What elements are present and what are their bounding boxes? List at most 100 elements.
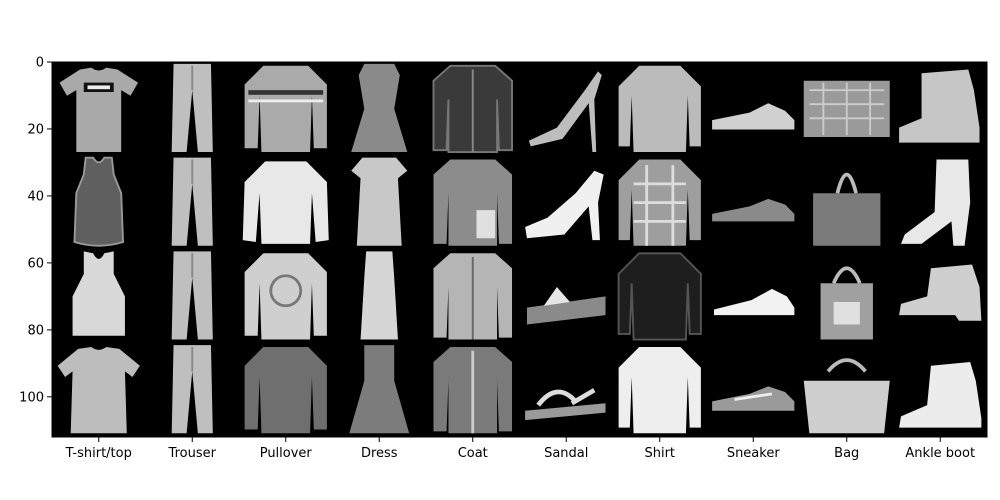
dress-body [351,157,408,246]
coat-body [433,159,513,246]
sneaker-stripe [734,392,773,401]
x-tick-label: Ankle boot [905,446,975,461]
image-tile [433,347,513,434]
image-tile [526,287,606,325]
image-tile [618,347,701,434]
shirt-body [617,252,702,341]
boot-shape [899,69,980,143]
image-tile [433,253,513,340]
image-tile [171,157,213,246]
image-tile [618,159,701,246]
pullover-body [242,161,329,244]
x-tick-label: Trouser [168,446,217,461]
y-tick-label: 20 [27,122,44,137]
image-tile [72,251,125,336]
x-tick-label: Coat [458,446,488,461]
x-tick-label: Sneaker [727,446,781,461]
image-tile [244,253,327,340]
bag-shape [813,193,881,246]
y-tick-label: 0 [36,56,44,71]
image-tile [900,159,971,246]
pullover-body [244,65,327,153]
sandal-strap [543,287,570,306]
pullover-stripe [248,99,324,103]
trouser-legs [171,251,213,340]
bag-handle [835,172,858,194]
image-tile [803,80,890,138]
image-tile [525,388,606,421]
image-tile [525,170,604,241]
x-tick-label: Dress [361,446,398,461]
pullover-body [244,347,327,434]
sandal-shape [525,170,604,241]
bag-print [833,302,860,325]
shirt-body [618,347,701,434]
image-tile [813,172,881,246]
image-tile [171,251,213,340]
bag-handle [831,266,862,285]
image-tile [899,362,982,428]
image-tile [351,157,408,246]
image-tile [360,251,398,340]
tshirt-print-text [87,85,110,90]
image-tile [712,386,795,411]
tank-body [72,251,125,336]
coat-panel [476,210,496,239]
y-tick-label: 40 [27,189,44,204]
y-tick-label: 80 [27,323,44,338]
image-tile [617,252,702,341]
tank-body [73,156,125,247]
sandal-sole [525,403,606,421]
image-tile [242,161,329,244]
x-axis: T-shirt/top Trouser Pullover Dress Coat Sanda… [65,437,975,461]
plot-area [51,61,988,438]
sandal-sole [526,296,606,325]
y-tick-label: 60 [27,256,44,271]
pullover-print [269,274,303,308]
trouser-legs [171,157,213,246]
image-tile [528,71,602,153]
image-tile [171,63,213,153]
x-tick-label: Shirt [644,446,675,461]
image-tile [712,103,795,130]
sandal-strap [536,388,596,407]
image-tile [171,345,213,434]
image-tile [432,64,513,153]
tshirt-body [57,347,140,434]
dress-body [351,63,408,153]
sneaker-shape [712,198,795,222]
boot-shape [899,264,982,321]
bag-handle [826,358,867,373]
sneaker-shape [713,288,795,316]
y-tick-label: 100 [19,390,44,405]
trouser-legs [171,345,213,434]
pullover-stripe [248,90,324,95]
y-axis: 0 20 40 60 80 100 [19,56,52,405]
x-tick-label: Sandal [544,446,588,461]
axes-frame [51,61,988,438]
image-tile [244,347,327,434]
boot-shape [900,159,971,246]
image-tile [820,266,873,340]
image-tile [712,198,795,222]
sneaker-shape [712,103,795,130]
image-tile [433,159,513,246]
boot-shape [899,362,982,428]
pullover-body [244,253,327,340]
bag-pattern [809,82,885,136]
dress-body [360,251,398,340]
sandal-shape [528,71,602,153]
image-tile [73,156,125,247]
tshirt-body [59,67,139,153]
x-tick-label: T-shirt/top [65,446,132,461]
x-tick-label: Pullover [260,446,313,461]
image-tile [803,358,890,434]
shirt-plaid-lines [633,165,686,246]
image-tile [59,67,139,153]
bag-shape [803,380,890,434]
image-tile [351,63,408,153]
shirt-body [618,65,701,153]
sneaker-shape [712,386,795,411]
trouser-legs [171,63,213,153]
